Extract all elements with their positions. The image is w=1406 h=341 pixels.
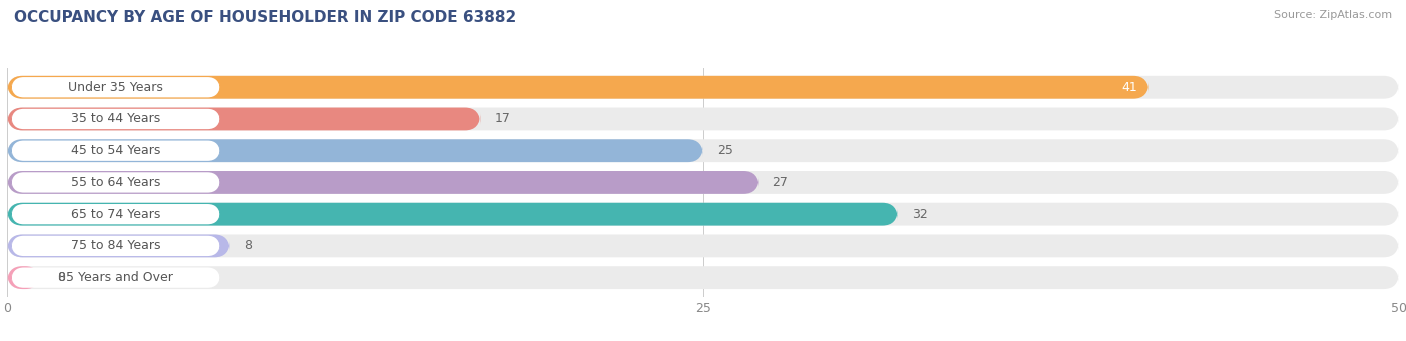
Text: 27: 27 bbox=[773, 176, 789, 189]
FancyBboxPatch shape bbox=[11, 172, 219, 193]
FancyBboxPatch shape bbox=[11, 77, 219, 98]
FancyBboxPatch shape bbox=[7, 203, 1399, 226]
Text: 45 to 54 Years: 45 to 54 Years bbox=[70, 144, 160, 157]
FancyBboxPatch shape bbox=[7, 139, 703, 162]
Text: 41: 41 bbox=[1122, 81, 1137, 94]
Text: 17: 17 bbox=[495, 113, 510, 125]
Text: 25: 25 bbox=[717, 144, 733, 157]
FancyBboxPatch shape bbox=[7, 76, 1399, 99]
FancyBboxPatch shape bbox=[7, 266, 41, 289]
Text: 8: 8 bbox=[243, 239, 252, 252]
Text: 32: 32 bbox=[912, 208, 928, 221]
Text: 65 to 74 Years: 65 to 74 Years bbox=[70, 208, 160, 221]
Text: 35 to 44 Years: 35 to 44 Years bbox=[70, 113, 160, 125]
FancyBboxPatch shape bbox=[7, 171, 759, 194]
Text: 75 to 84 Years: 75 to 84 Years bbox=[70, 239, 160, 252]
FancyBboxPatch shape bbox=[7, 107, 1399, 130]
FancyBboxPatch shape bbox=[7, 203, 898, 226]
FancyBboxPatch shape bbox=[7, 171, 1399, 194]
Text: 85 Years and Over: 85 Years and Over bbox=[58, 271, 173, 284]
FancyBboxPatch shape bbox=[11, 236, 219, 256]
Text: 0: 0 bbox=[58, 271, 65, 284]
Text: Under 35 Years: Under 35 Years bbox=[67, 81, 163, 94]
FancyBboxPatch shape bbox=[7, 266, 1399, 289]
FancyBboxPatch shape bbox=[11, 140, 219, 161]
FancyBboxPatch shape bbox=[11, 109, 219, 129]
FancyBboxPatch shape bbox=[11, 204, 219, 224]
Text: OCCUPANCY BY AGE OF HOUSEHOLDER IN ZIP CODE 63882: OCCUPANCY BY AGE OF HOUSEHOLDER IN ZIP C… bbox=[14, 10, 516, 25]
FancyBboxPatch shape bbox=[7, 139, 1399, 162]
FancyBboxPatch shape bbox=[7, 235, 229, 257]
FancyBboxPatch shape bbox=[7, 107, 481, 130]
FancyBboxPatch shape bbox=[7, 76, 1149, 99]
Text: 55 to 64 Years: 55 to 64 Years bbox=[70, 176, 160, 189]
Text: Source: ZipAtlas.com: Source: ZipAtlas.com bbox=[1274, 10, 1392, 20]
FancyBboxPatch shape bbox=[7, 235, 1399, 257]
FancyBboxPatch shape bbox=[11, 267, 219, 288]
